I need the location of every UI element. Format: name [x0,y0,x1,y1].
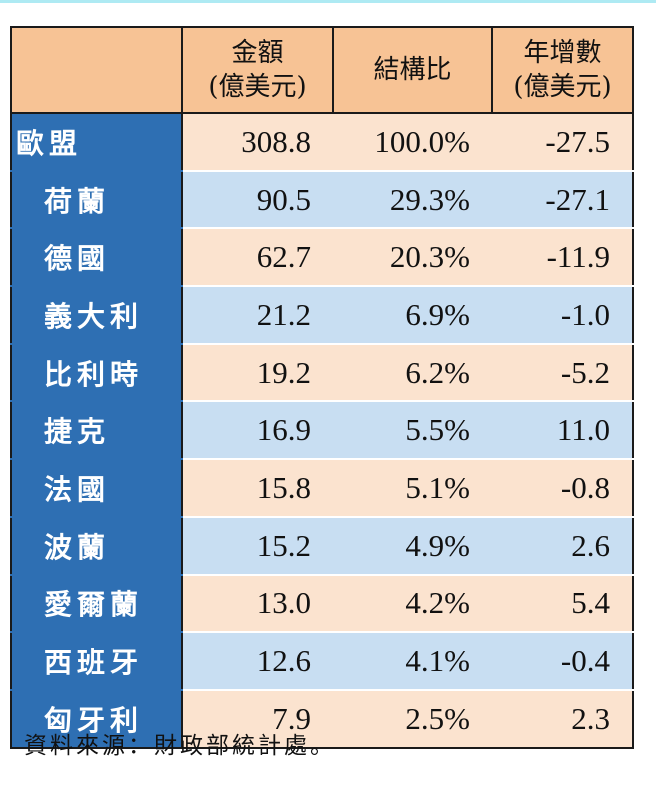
header-share: 結構比 [332,26,493,114]
header-change: 年增數 (億美元) [491,26,634,114]
row-name: 德國 [10,228,183,288]
row-share: 4.9% [333,516,492,576]
row-amount: 15.2 [182,516,333,576]
row-share: 5.1% [333,459,492,518]
header-amount-label: 金額 [231,38,284,68]
row-amount: 13.0 [182,574,333,634]
table-row: 歐盟 308.8 100.0% -27.5 [10,113,634,172]
row-change: -5.2 [492,343,634,403]
row-name: 愛爾蘭 [10,574,183,634]
row-name: 西班牙 [10,632,183,691]
source-note: 資料來源：財政部統計處。 [24,733,336,759]
row-name: 捷克 [10,401,183,461]
row-change: 2.3 [492,689,634,749]
row-amount: 19.2 [182,343,333,403]
row-amount: 15.8 [182,459,333,518]
row-amount: 7.9 [182,689,333,749]
table-row: 匈牙利 7.9 2.5% 2.3 [10,689,634,749]
row-change: 5.4 [492,574,634,634]
table-row: 法國 15.8 5.1% -0.8 [10,459,634,518]
top-accent-line [0,0,656,3]
row-change: -1.0 [492,286,634,345]
header-share-label: 結構比 [373,55,452,85]
row-name: 義大利 [10,286,183,345]
table-row: 愛爾蘭 13.0 4.2% 5.4 [10,574,634,634]
row-change: -27.1 [492,170,634,230]
table-row: 義大利 21.2 6.9% -1.0 [10,286,634,345]
row-name: 匈牙利 [10,689,183,749]
table-row: 波蘭 15.2 4.9% 2.6 [10,516,634,576]
row-name: 法國 [10,459,183,518]
table-row: 西班牙 12.6 4.1% -0.4 [10,632,634,691]
row-share: 20.3% [333,228,492,288]
header-row: 金額 (億美元) 結構比 年增數 (億美元) [10,26,634,114]
row-amount: 16.9 [182,401,333,461]
row-change: 11.0 [492,401,634,461]
table-row: 比利時 19.2 6.2% -5.2 [10,343,634,403]
header-change-label: 年增數 [523,38,602,68]
header-corner [10,26,183,114]
row-change: -0.4 [492,632,634,691]
row-name: 波蘭 [10,516,183,576]
row-share: 2.5% [333,689,492,749]
row-share: 4.2% [333,574,492,634]
row-share: 100.0% [333,113,492,172]
header-amount: 金額 (億美元) [181,26,334,114]
row-change: -11.9 [492,228,634,288]
row-share: 29.3% [333,170,492,230]
row-change: -0.8 [492,459,634,518]
row-amount: 308.8 [182,113,333,172]
row-amount: 62.7 [182,228,333,288]
row-name: 荷蘭 [10,170,183,230]
row-change: -27.5 [492,113,634,172]
table-row: 荷蘭 90.5 29.3% -27.1 [10,170,634,230]
row-name: 歐盟 [10,113,183,172]
row-amount: 12.6 [182,632,333,691]
trade-table: 金額 (億美元) 結構比 年增數 (億美元) 歐盟 308.8 100.0% -… [10,26,634,749]
header-change-unit: (億美元) [513,72,612,102]
row-change: 2.6 [492,516,634,576]
row-share: 5.5% [333,401,492,461]
table-row: 德國 62.7 20.3% -11.9 [10,228,634,288]
row-share: 4.1% [333,632,492,691]
row-amount: 90.5 [182,170,333,230]
header-amount-unit: (億美元) [208,72,307,102]
row-amount: 21.2 [182,286,333,345]
row-share: 6.9% [333,286,492,345]
table-row: 捷克 16.9 5.5% 11.0 [10,401,634,461]
row-share: 6.2% [333,343,492,403]
row-name: 比利時 [10,343,183,403]
